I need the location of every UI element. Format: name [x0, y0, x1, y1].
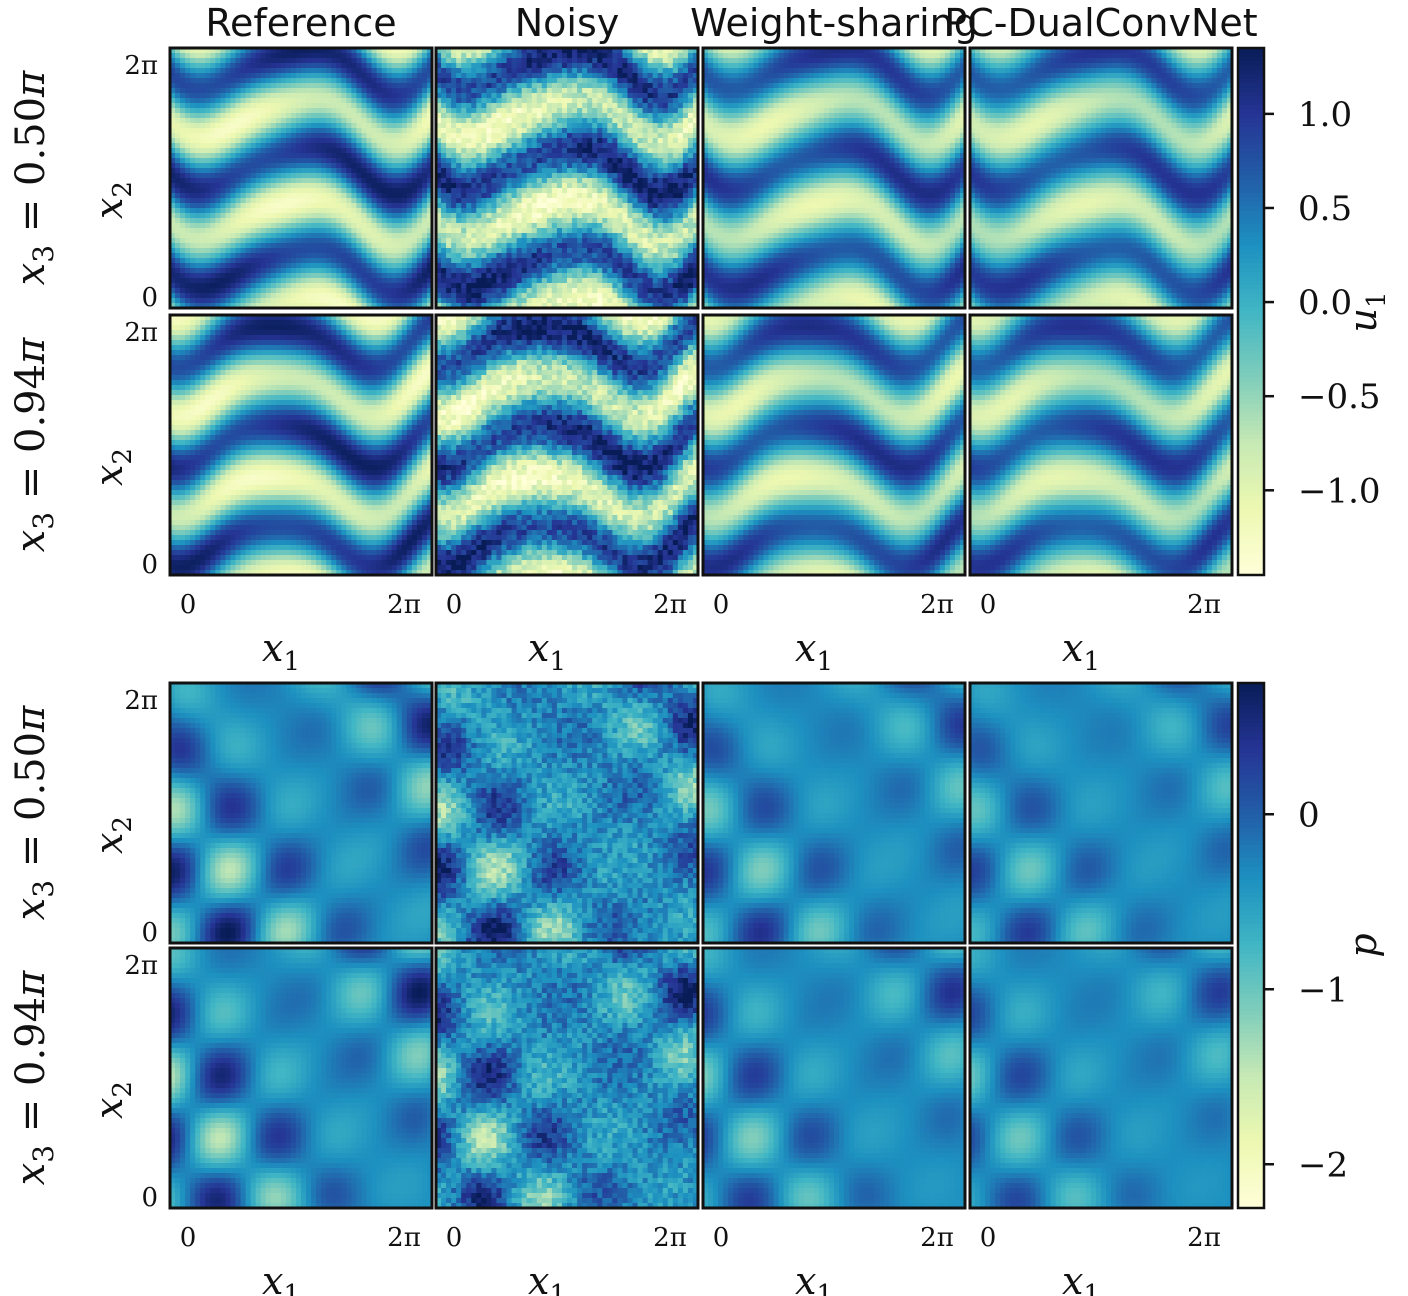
panel-frame — [968, 681, 1234, 945]
chart-u1: Reference Noisy Weight-sharingPC-DualConvN… — [8, 1, 1392, 677]
x-axis-label: x1 — [262, 1259, 300, 1296]
colorbar-tick-label: −1.0 — [1298, 471, 1381, 511]
colorbar-tick-label: 1.0 — [1298, 95, 1352, 135]
x-axis-label: x1 — [795, 626, 833, 677]
panel-frame — [168, 46, 434, 310]
panel-frame — [168, 681, 434, 945]
row-label: x3 = 0.50π — [8, 705, 60, 920]
heatmap-panel-p-r1-c2 — [434, 681, 700, 945]
x-axis-label: x1 — [1062, 1259, 1100, 1296]
heatmap-panel-p-r1-c4 — [968, 681, 1234, 945]
heatmap-panel-p-r1-c3 — [701, 681, 967, 945]
panel-frame — [434, 46, 700, 310]
colorbar-tick-label: −1 — [1298, 970, 1348, 1010]
colorbar-u1: 1.0 0.5 0.0 −0.5 −1.0 u1 — [1236, 46, 1392, 577]
panel-frame — [968, 946, 1234, 1210]
x-tick-label: 2π — [1187, 590, 1221, 620]
panel-frame — [434, 946, 700, 1210]
row-label: x3 = 0.94π — [8, 337, 60, 552]
panel-frame — [434, 313, 700, 577]
x-axis-label: x1 — [528, 1259, 566, 1296]
colorbar-tick-label: 0 — [1298, 795, 1320, 835]
x-tick-label: 0 — [446, 1223, 463, 1253]
heatmap-panel-u1-r2-c2 — [434, 313, 700, 577]
x-tick-label: 2π — [387, 590, 421, 620]
heatmap-panel-p-r2-c3 — [701, 946, 967, 1210]
x-tick-label: 0 — [180, 1223, 197, 1253]
y-tick-label: 0 — [141, 918, 158, 948]
panel-frame — [701, 946, 967, 1210]
y-tick-label: 2π — [124, 318, 158, 348]
x-tick-label: 2π — [920, 590, 954, 620]
heatmap-panel-p-r2-c1 — [168, 946, 434, 1210]
heatmap-panel-u1-r1-c1 — [168, 46, 434, 310]
column-title: Reference — [205, 1, 396, 45]
heatmap-panel-u1-r2-c3 — [701, 313, 967, 577]
x-tick-label: 2π — [1187, 1223, 1221, 1253]
heatmap-panel-p-r1-c1 — [168, 681, 434, 945]
column-title: PC-DualConvNet — [944, 1, 1257, 45]
heatmap-panel-u1-r1-c4 — [968, 46, 1234, 310]
x-tick-label: 0 — [180, 590, 197, 620]
y-tick-label: 2π — [124, 51, 158, 81]
colorbar-tick-label: 0.5 — [1298, 189, 1352, 229]
x-tick-label: 0 — [980, 590, 997, 620]
heatmap-panel-u1-r1-c3 — [701, 46, 967, 310]
x-tick-label: 0 — [446, 590, 463, 620]
colorbar-frame — [1236, 46, 1266, 577]
x-tick-label: 0 — [980, 1223, 997, 1253]
x-tick-label: 2π — [653, 590, 687, 620]
heatmap-panel-p-r2-c4 — [968, 946, 1234, 1210]
x-tick-label: 0 — [713, 1223, 730, 1253]
panel-frame — [968, 313, 1234, 577]
panel-frame — [968, 46, 1234, 310]
x-axis-label: x1 — [262, 626, 300, 677]
panel-frame — [168, 946, 434, 1210]
colorbar-tick-label: −0.5 — [1298, 377, 1381, 417]
y-tick-label: 2π — [124, 686, 158, 716]
y-axis-label: x2 — [87, 181, 138, 219]
row-label: x3 = 0.50π — [8, 70, 60, 285]
y-tick-label: 0 — [141, 1183, 158, 1213]
x-tick-label: 2π — [653, 1223, 687, 1253]
column-title: Weight-sharing — [690, 1, 978, 45]
x-tick-label: 2π — [920, 1223, 954, 1253]
heatmap-panel-u1-r2-c1 — [168, 313, 434, 577]
colorbar-tick-label: −2 — [1298, 1145, 1348, 1185]
x-tick-label: 0 — [713, 590, 730, 620]
x-axis-label: x1 — [528, 626, 566, 677]
y-tick-label: 2π — [124, 951, 158, 981]
x-axis-label: x1 — [795, 1259, 833, 1296]
colorbar-label: u1 — [1341, 291, 1392, 332]
heatmap-panel-u1-r2-c4 — [968, 313, 1234, 577]
heatmap-panel-p-r2-c2 — [434, 946, 700, 1210]
panel-frame — [434, 681, 700, 945]
y-tick-label: 0 — [141, 550, 158, 580]
column-title: Noisy — [515, 1, 620, 45]
row-label: x3 = 0.94π — [8, 970, 60, 1185]
colorbar-label: p — [1341, 933, 1385, 957]
y-tick-label: 0 — [141, 283, 158, 313]
y-axis-label: x2 — [87, 816, 138, 854]
panel-frame — [701, 681, 967, 945]
colorbar-p: 0 −1 −2 p — [1236, 681, 1385, 1210]
colorbar-frame — [1236, 681, 1266, 1210]
colorbar-tick-label: 0.0 — [1298, 283, 1352, 323]
y-axis-label: x2 — [87, 448, 138, 486]
y-axis-label: x2 — [87, 1081, 138, 1119]
heatmap-panel-u1-r1-c2 — [434, 46, 700, 310]
panel-frame — [701, 46, 967, 310]
panel-frame — [701, 313, 967, 577]
x-axis-label: x1 — [1062, 626, 1100, 677]
x-tick-label: 2π — [387, 1223, 421, 1253]
panel-frame — [168, 313, 434, 577]
